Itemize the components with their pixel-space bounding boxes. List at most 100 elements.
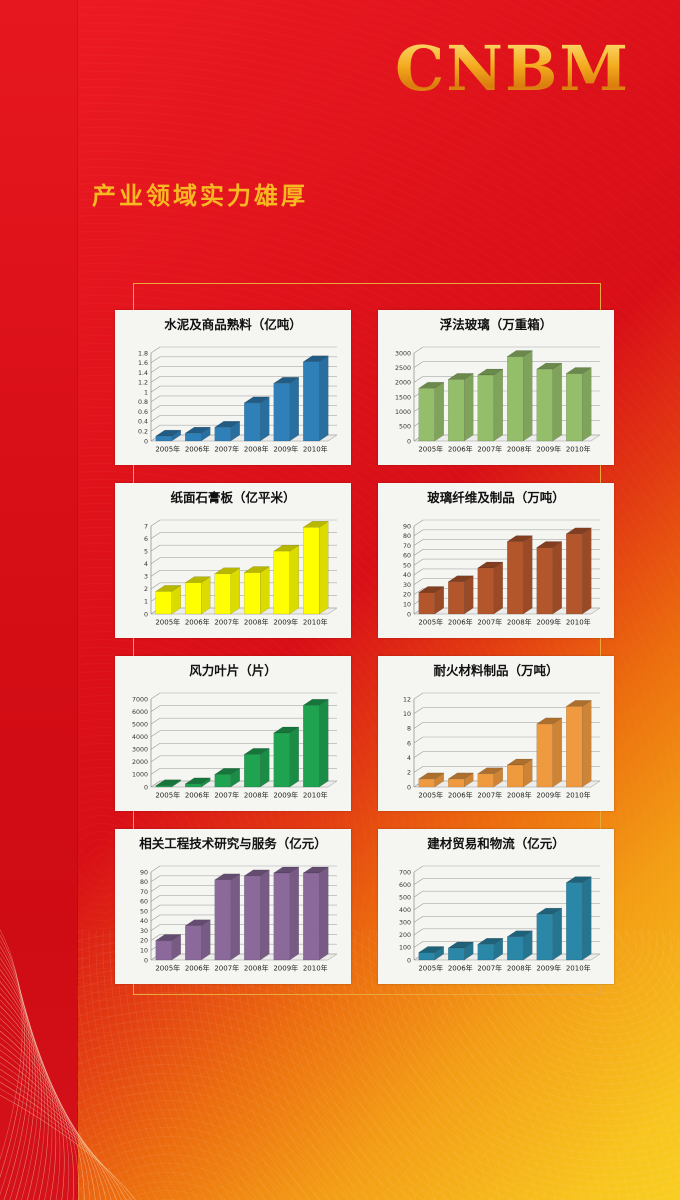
svg-text:10: 10 [403, 711, 411, 718]
svg-text:2009年: 2009年 [536, 618, 561, 627]
svg-text:1500: 1500 [395, 394, 411, 401]
chart-title: 建材贸易和物流（亿元） [427, 836, 565, 851]
svg-text:2006年: 2006年 [185, 618, 210, 627]
svg-text:2005年: 2005年 [418, 791, 443, 800]
svg-text:700: 700 [399, 869, 411, 876]
svg-text:2010年: 2010年 [303, 964, 328, 973]
svg-text:70: 70 [140, 889, 148, 896]
svg-text:0.6: 0.6 [138, 409, 148, 416]
chart-card-gypsum-board: 纸面石膏板（亿平米） 0 1 2 3 4 5 6 7 2005年 2006年 2007年 2008年 2… [115, 483, 351, 638]
svg-text:0: 0 [407, 438, 411, 445]
svg-text:2008年: 2008年 [244, 791, 269, 800]
svg-text:2005年: 2005年 [418, 618, 443, 627]
svg-text:2007年: 2007年 [214, 964, 239, 973]
svg-text:0: 0 [407, 784, 411, 791]
chart-card-float-glass: 浮法玻璃（万重箱） 0 500 1000 1500 2000 2500 3000 2005年 2… [378, 310, 614, 465]
svg-text:4: 4 [407, 755, 411, 762]
svg-text:100: 100 [399, 945, 411, 952]
svg-text:20: 20 [403, 592, 411, 599]
svg-text:50: 50 [140, 908, 148, 915]
svg-text:8: 8 [407, 726, 411, 733]
svg-text:2010年: 2010年 [566, 964, 591, 973]
svg-text:30: 30 [140, 928, 148, 935]
chart-title: 纸面石膏板（亿平米） [170, 490, 296, 505]
chart-title: 玻璃纤维及制品（万吨） [427, 490, 565, 505]
chart-card-engineering: 相关工程技术研究与服务（亿元） 0 10 20 30 40 50 60 70 80 90 2005年… [115, 829, 351, 984]
svg-text:2005年: 2005年 [155, 618, 180, 627]
svg-text:2000: 2000 [132, 759, 148, 766]
svg-text:0: 0 [144, 611, 148, 618]
chart-title: 浮法玻璃（万重箱） [439, 317, 553, 332]
svg-text:1: 1 [144, 599, 148, 606]
svg-text:0: 0 [407, 611, 411, 618]
svg-text:5: 5 [144, 548, 148, 555]
svg-text:2008年: 2008年 [507, 618, 532, 627]
svg-text:0: 0 [144, 957, 148, 964]
svg-text:0.2: 0.2 [138, 429, 148, 436]
svg-text:90: 90 [403, 523, 411, 530]
svg-text:2005年: 2005年 [155, 791, 180, 800]
svg-text:2000: 2000 [395, 380, 411, 387]
svg-text:400: 400 [399, 907, 411, 914]
chart-grid: 水泥及商品熟料（亿吨） 0 0.2 0.4 0.6 0.8 1 1.2 1.4 1.6 1.8 20… [115, 310, 614, 984]
chart-title: 水泥及商品熟料（亿吨） [164, 317, 302, 332]
svg-text:2: 2 [144, 586, 148, 593]
svg-text:2009年: 2009年 [536, 964, 561, 973]
svg-text:300: 300 [399, 920, 411, 927]
svg-text:2007年: 2007年 [214, 618, 239, 627]
svg-text:10: 10 [140, 948, 148, 955]
svg-text:2009年: 2009年 [536, 445, 561, 454]
svg-text:2006年: 2006年 [185, 964, 210, 973]
svg-text:2005年: 2005年 [418, 445, 443, 454]
svg-text:2007年: 2007年 [214, 445, 239, 454]
left-red-strip [0, 0, 78, 1200]
svg-text:30: 30 [403, 582, 411, 589]
chart-card-wind-blades: 风力叶片（片） 0 1000 2000 3000 4000 5000 6000 7000 200… [115, 656, 351, 811]
chart-title: 相关工程技术研究与服务（亿元） [139, 836, 327, 851]
svg-text:2010年: 2010年 [566, 791, 591, 800]
svg-text:60: 60 [140, 899, 148, 906]
svg-text:2008年: 2008年 [244, 445, 269, 454]
svg-text:2006年: 2006年 [185, 445, 210, 454]
svg-text:2007年: 2007年 [477, 964, 502, 973]
svg-text:10: 10 [403, 602, 411, 609]
svg-text:40: 40 [140, 918, 148, 925]
bar-chart-cement: 0 0.2 0.4 0.6 0.8 1 1.2 1.4 1.6 1.8 2005年 2006年 2007… [138, 346, 338, 454]
svg-text:1.2: 1.2 [138, 380, 148, 387]
svg-text:1: 1 [144, 389, 148, 396]
svg-text:12: 12 [403, 696, 411, 703]
svg-text:5000: 5000 [132, 721, 148, 728]
svg-text:2500: 2500 [395, 365, 411, 372]
svg-text:70: 70 [403, 543, 411, 550]
svg-text:90: 90 [140, 869, 148, 876]
svg-text:3000: 3000 [395, 350, 411, 357]
svg-text:2009年: 2009年 [273, 791, 298, 800]
svg-text:0: 0 [144, 438, 148, 445]
svg-text:0: 0 [144, 784, 148, 791]
svg-text:6000: 6000 [132, 709, 148, 716]
svg-text:6: 6 [144, 536, 148, 543]
chart-card-trade-logistics: 建材贸易和物流（亿元） 0 100 200 300 400 500 600 700 2005年 2… [378, 829, 614, 984]
svg-text:20: 20 [140, 938, 148, 945]
chart-card-cement: 水泥及商品熟料（亿吨） 0 0.2 0.4 0.6 0.8 1 1.2 1.4 1.6 1.8 20… [115, 310, 351, 465]
svg-text:2006年: 2006年 [448, 445, 473, 454]
chart-title: 风力叶片（片） [189, 663, 277, 678]
svg-text:2006年: 2006年 [448, 791, 473, 800]
bar-chart-float-glass: 0 500 1000 1500 2000 2500 3000 2005年 2006年 2007年 2… [395, 346, 601, 454]
svg-text:2008年: 2008年 [244, 964, 269, 973]
svg-text:1.8: 1.8 [138, 350, 148, 357]
svg-text:3: 3 [144, 574, 148, 581]
svg-text:4000: 4000 [132, 734, 148, 741]
svg-text:2006年: 2006年 [185, 791, 210, 800]
chart-card-fiberglass: 玻璃纤维及制品（万吨） 0 10 20 30 40 50 60 70 80 90 2005年 2006… [378, 483, 614, 638]
svg-text:2005年: 2005年 [418, 964, 443, 973]
svg-text:50: 50 [403, 562, 411, 569]
svg-text:2008年: 2008年 [507, 445, 532, 454]
svg-text:1000: 1000 [395, 409, 411, 416]
svg-text:80: 80 [140, 879, 148, 886]
svg-text:2009年: 2009年 [536, 791, 561, 800]
chart-title: 耐火材料制品（万吨） [433, 663, 559, 678]
svg-text:2010年: 2010年 [303, 791, 328, 800]
svg-text:2005年: 2005年 [155, 964, 180, 973]
